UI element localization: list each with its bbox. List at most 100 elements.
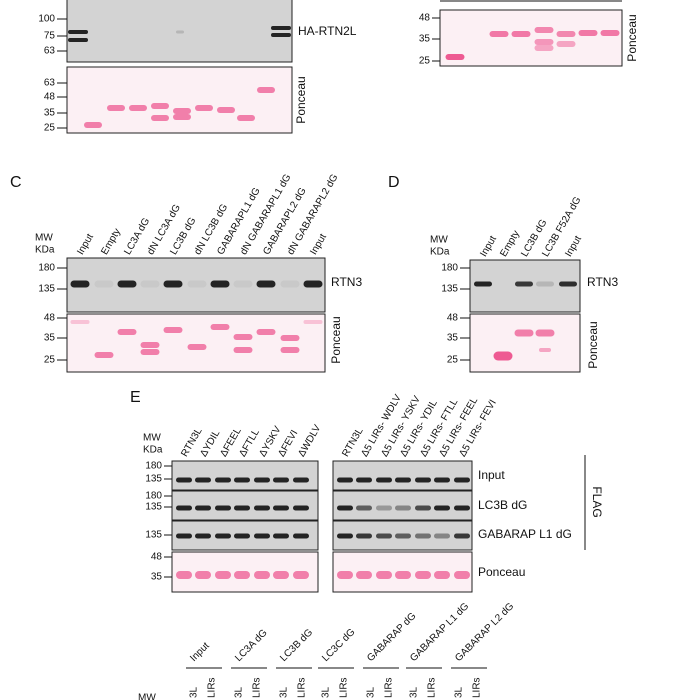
band [280,280,300,288]
mw-marker: 135 [145,530,162,541]
mw-marker: 25 [447,355,459,366]
band [151,115,169,121]
unit-header: KDa [143,445,163,456]
mw-marker: 48 [447,313,459,324]
lane-label: 3L [234,686,245,698]
band [434,571,450,579]
band [233,347,253,353]
lane-label: LIRs [207,677,218,698]
unit-header: KDa [430,247,450,258]
lane-label: 3L [454,686,465,698]
band [215,571,231,579]
band [215,477,231,483]
band [210,280,230,288]
band [356,571,372,579]
band [68,38,88,42]
band [415,533,431,539]
band [257,87,275,93]
band [493,351,513,361]
lane-label: Input [478,234,499,259]
band [254,533,270,539]
band [280,347,300,353]
band [176,571,192,579]
mw-marker: 135 [441,284,458,295]
mw-marker: 63 [44,46,56,57]
mw-marker: 25 [44,123,56,134]
band [454,571,470,579]
lane-label: LIRs [252,677,263,698]
band [434,533,450,539]
band [515,281,533,287]
band [195,477,211,483]
mw-marker: 135 [145,502,162,513]
lane-label: LIRs [427,677,438,698]
band [94,280,114,288]
group-label: Input [188,640,212,664]
band [217,107,235,113]
band [454,533,470,539]
blot-label: Ponceau [478,565,525,579]
band [293,477,309,483]
band [129,105,147,111]
band [117,280,137,288]
band [163,280,183,288]
ponceau-membrane [439,9,623,67]
band [273,505,289,511]
mw-marker: 180 [145,491,162,502]
blot-label: RTN3 [587,275,618,289]
lane-label: Empty [498,229,522,259]
lane-label: LIRs [384,677,395,698]
lane-label: Empty [99,227,123,257]
band [303,320,323,324]
band [254,477,270,483]
lane-label: LIRs [472,677,483,698]
band [415,571,431,579]
blot-label: GABARAP L1 dG [478,527,572,541]
band [271,33,291,37]
mw-marker: 75 [44,31,56,42]
band [303,280,323,288]
ponceau-membrane [66,313,326,373]
band [356,477,372,483]
band [293,571,309,579]
mw-marker: 180 [145,461,162,472]
band [140,342,160,348]
band [536,281,554,287]
band [176,30,184,34]
band [534,45,554,51]
band [237,115,255,121]
band [254,505,270,511]
mw-marker: 35 [447,333,459,344]
band [337,571,353,579]
lane-label: LIRs [339,677,350,698]
band [70,320,90,324]
lane-label: 3L [409,686,420,698]
band [454,477,470,483]
band [173,108,191,114]
band [376,505,392,511]
band [107,105,125,111]
western-blot [332,460,473,491]
mw-marker: 48 [419,13,431,24]
blot-label: Ponceau [586,321,600,368]
blot-label: Ponceau [294,76,308,123]
panel-letter: E [130,389,141,406]
lane-label: 3L [321,686,332,698]
band [474,281,492,287]
band [140,280,160,288]
mw-marker: 180 [38,263,55,274]
band [356,533,372,539]
mw-marker: 35 [44,108,56,119]
band [395,571,411,579]
band [556,41,576,47]
band [173,114,191,120]
band [534,27,554,33]
mw-marker: 35 [151,572,163,583]
band [534,39,554,45]
mw-marker: 135 [38,284,55,295]
band [84,122,102,128]
mw-marker: 100 [38,14,55,25]
western-blot [171,460,319,491]
band [195,571,211,579]
band [195,533,211,539]
